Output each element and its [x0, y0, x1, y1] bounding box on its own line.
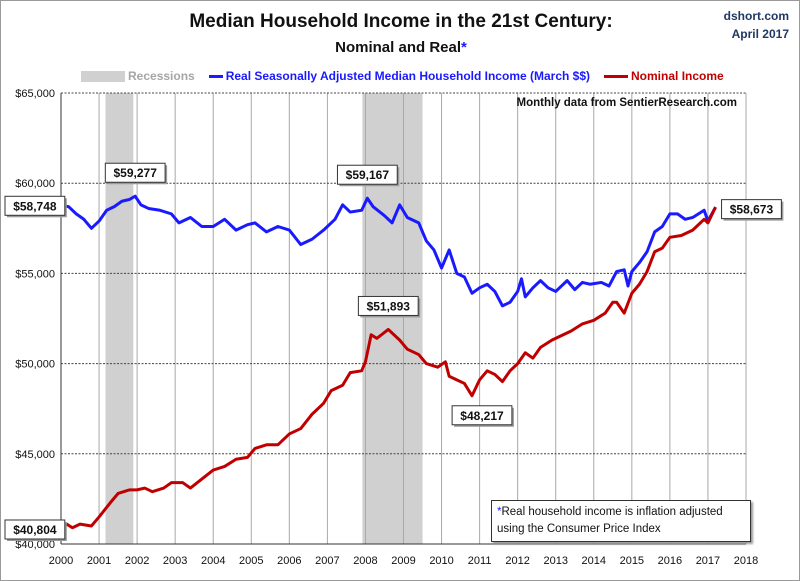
x-tick-label: 2001 — [87, 555, 111, 567]
footnote-asterisk: * — [497, 506, 502, 518]
annotation-label: $59,167 — [346, 168, 390, 182]
annotation-label: $48,217 — [460, 409, 504, 423]
x-tick-label: 2004 — [201, 555, 225, 567]
annotation-label: $59,277 — [114, 166, 158, 180]
x-tick-label: 2013 — [543, 555, 567, 567]
source-site: dshort.com — [723, 9, 789, 23]
source-block: dshort.com April 2017 — [724, 7, 789, 43]
x-tick-label: 2008 — [353, 555, 377, 567]
series-line-nominal — [59, 206, 717, 531]
legend: Recessions Real Seasonally Adjusted Medi… — [81, 69, 724, 83]
x-tick-label: 2015 — [620, 555, 644, 567]
x-tick-label: 2018 — [734, 555, 758, 567]
x-tick-label: 2002 — [125, 555, 149, 567]
x-tick-label: 2014 — [582, 555, 606, 567]
y-tick-label: $50,000 — [15, 359, 55, 371]
footnote-box: *Real household income is inflation adju… — [491, 500, 751, 542]
y-tick-label: $45,000 — [15, 449, 55, 461]
annotation-box — [336, 164, 398, 185]
legend-label-nominal: Nominal Income — [631, 69, 724, 83]
legend-item-real: Real Seasonally Adjusted Median Househol… — [208, 69, 591, 83]
legend-label-recessions: Recessions — [128, 69, 195, 83]
subtitle-asterisk: * — [461, 39, 467, 56]
x-tick-label: 2000 — [49, 555, 73, 567]
series-line-real — [60, 194, 717, 308]
x-tick-label: 2006 — [277, 555, 301, 567]
legend-item-nominal: Nominal Income — [604, 69, 724, 83]
y-tick-label: $60,000 — [15, 178, 55, 190]
annotation-box — [4, 519, 66, 540]
x-tick-label: 2003 — [163, 555, 187, 567]
chart-title: Median Household Income in the 21st Cent… — [189, 11, 613, 32]
x-tick-label: 2010 — [429, 555, 453, 567]
annotation-box — [357, 295, 419, 316]
annotation-label: $58,673 — [730, 203, 774, 217]
legend-label-real: Real Seasonally Adjusted Median Househol… — [225, 69, 591, 83]
legend-swatch-nominal — [604, 74, 629, 78]
annotation-box — [721, 199, 782, 220]
annotation-label: $40,804 — [13, 523, 57, 537]
annotation-label: $58,748 — [13, 199, 57, 213]
chart-subtitle: Nominal and Real* — [1, 39, 799, 56]
legend-item-recessions: Recessions — [81, 69, 195, 83]
x-tick-label: 2016 — [658, 555, 682, 567]
x-tick-label: 2007 — [315, 555, 339, 567]
legend-swatch-real — [208, 74, 223, 78]
annotation-box — [104, 162, 166, 183]
legend-swatch-recessions — [81, 70, 125, 82]
x-tick-label: 2011 — [468, 555, 492, 567]
recession-band — [362, 93, 423, 544]
recession-band — [105, 93, 134, 544]
footnote-line-2: using the Consumer Price Index — [497, 523, 661, 535]
x-tick-label: 2012 — [505, 555, 529, 567]
x-tick-label: 2009 — [391, 555, 415, 567]
annotation-box — [451, 405, 513, 426]
x-tick-label: 2005 — [239, 555, 263, 567]
monthly-data-note: Monthly data from SentierResearch.com — [516, 97, 737, 109]
y-tick-label: $65,000 — [15, 88, 55, 100]
source-date: April 2017 — [731, 27, 789, 41]
footnote-line-1: Real household income is inflation adjus… — [501, 506, 723, 518]
x-tick-label: 2017 — [696, 555, 720, 567]
subtitle-text: Nominal and Real — [335, 39, 461, 56]
annotation-label: $51,893 — [367, 299, 411, 313]
y-tick-label: $55,000 — [15, 268, 55, 280]
annotation-box — [4, 195, 66, 216]
y-tick-label: $40,000 — [15, 539, 55, 551]
